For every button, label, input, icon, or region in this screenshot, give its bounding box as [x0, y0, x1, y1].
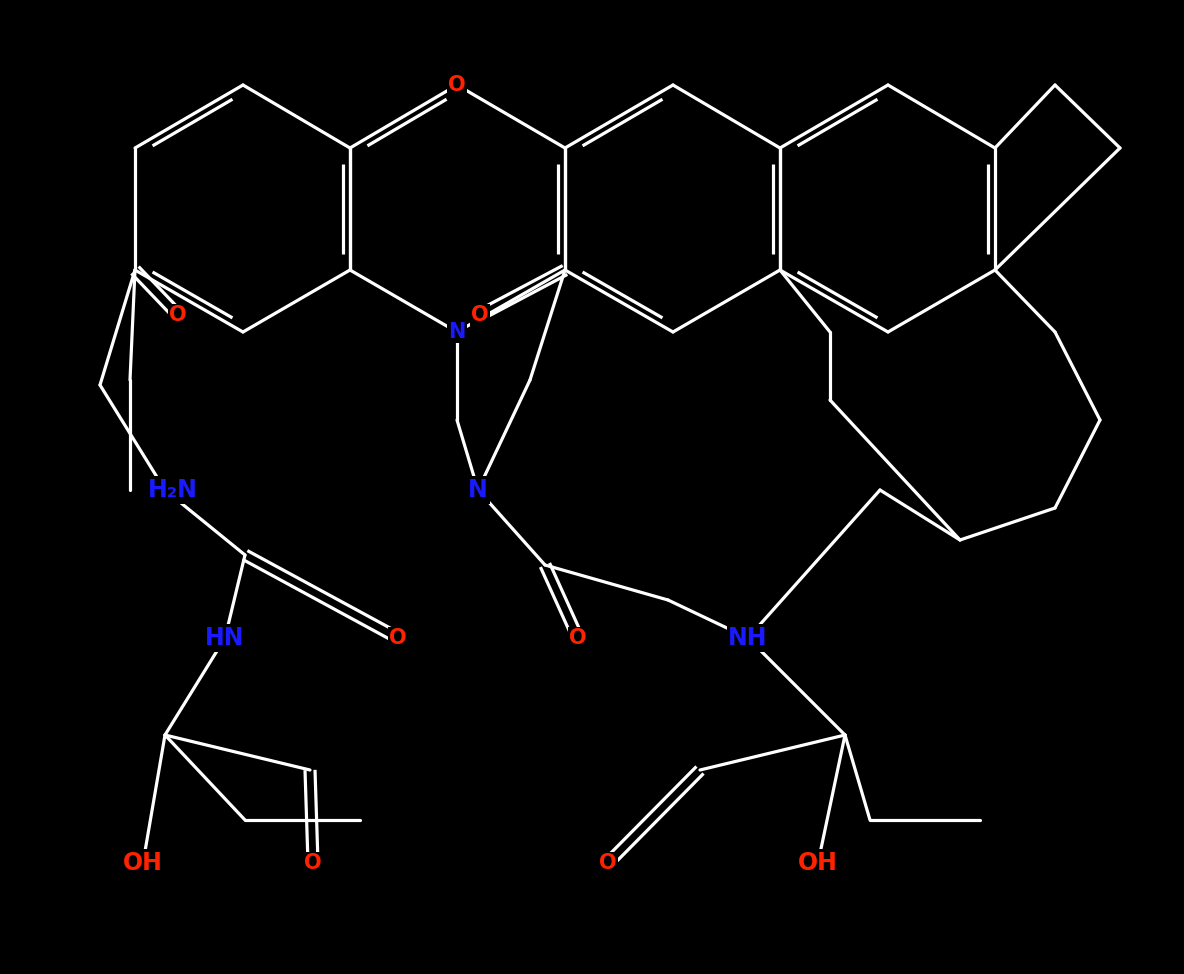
Text: O: O [599, 853, 617, 873]
Text: OH: OH [798, 851, 838, 875]
Text: H₂N: H₂N [148, 478, 198, 502]
Text: O: O [304, 853, 322, 873]
Text: O: O [390, 628, 407, 648]
Text: O: O [449, 75, 465, 95]
Text: HN: HN [205, 626, 245, 650]
Text: O: O [471, 305, 489, 325]
Text: NH: NH [728, 626, 767, 650]
Text: N: N [468, 478, 488, 502]
Text: OH: OH [123, 851, 163, 875]
Text: O: O [570, 628, 587, 648]
Text: O: O [169, 305, 187, 325]
Text: N: N [449, 322, 465, 342]
